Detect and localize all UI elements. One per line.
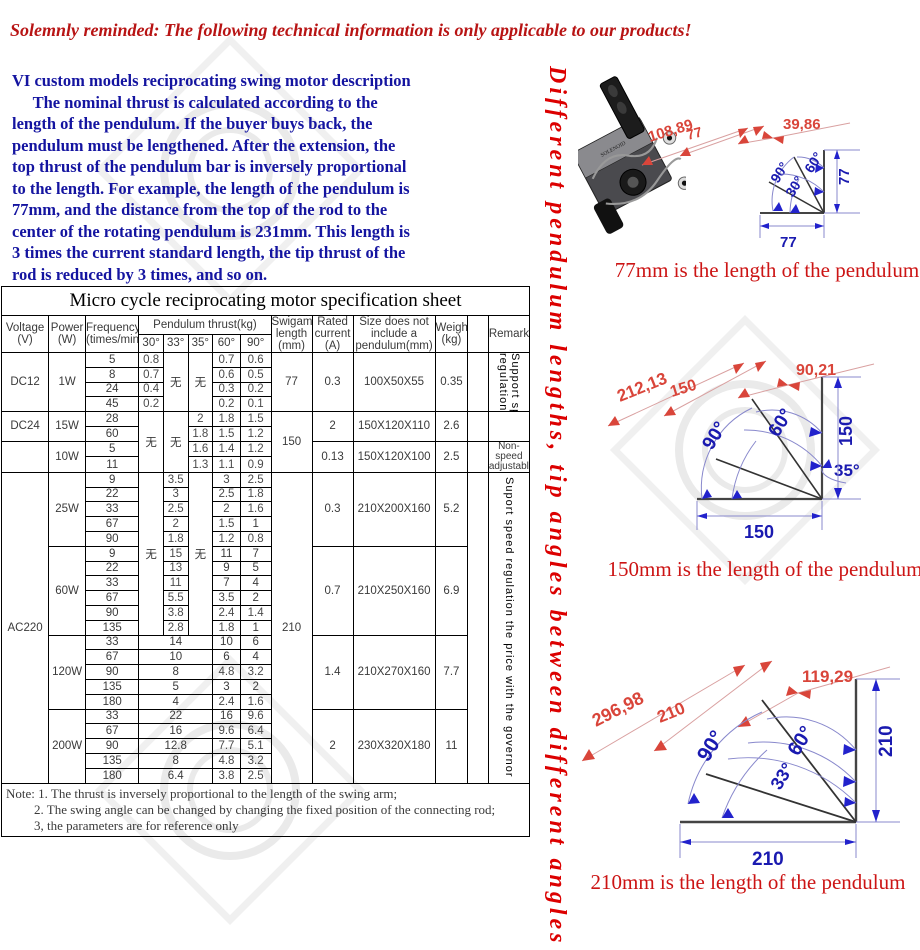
svg-text:90°: 90°: [693, 727, 729, 766]
svg-text:150: 150: [668, 377, 699, 401]
svg-text:210: 210: [876, 725, 897, 757]
svg-text:77: 77: [685, 123, 704, 143]
svg-text:90,21: 90,21: [796, 362, 836, 379]
svg-text:90°: 90°: [698, 418, 731, 453]
svg-text:77: 77: [836, 168, 853, 185]
svg-text:119,29: 119,29: [802, 667, 853, 686]
svg-text:60°: 60°: [784, 722, 819, 759]
svg-text:212,13: 212,13: [614, 369, 669, 406]
svg-text:210: 210: [654, 698, 687, 726]
svg-text:150: 150: [744, 522, 774, 542]
svg-text:296,98: 296,98: [589, 688, 647, 731]
svg-text:77: 77: [780, 234, 797, 251]
svg-text:39,86: 39,86: [783, 116, 821, 133]
svg-text:60°: 60°: [801, 149, 826, 175]
svg-text:150: 150: [836, 416, 856, 446]
svg-text:210: 210: [752, 849, 784, 870]
